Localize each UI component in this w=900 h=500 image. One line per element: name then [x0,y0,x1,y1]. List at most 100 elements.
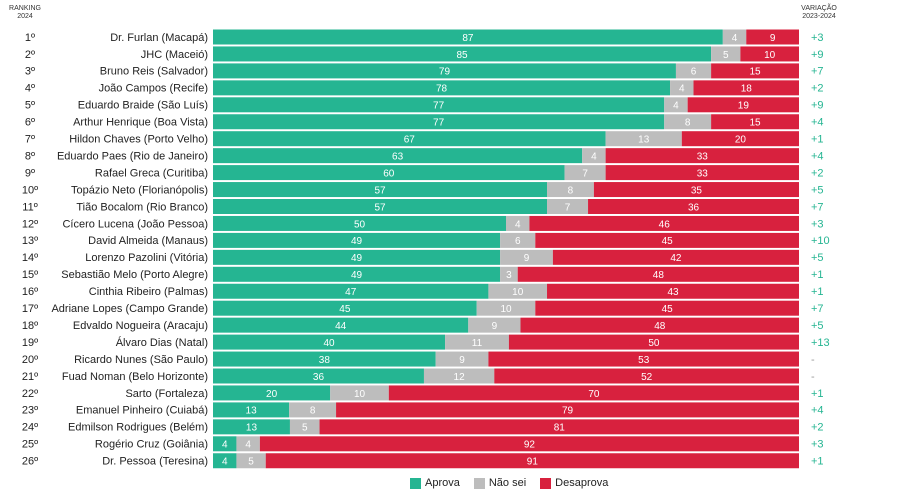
bar-label-aprova: 63 [392,151,404,162]
rank-label: 22º [22,388,38,400]
variation-label: +1 [811,456,824,468]
variation-label: +2 [811,422,824,434]
bar-label-desaprova: 48 [653,270,665,281]
rank-label: 20º [22,354,38,366]
mayor-name-label: Sarto (Fortaleza) [125,388,208,400]
bar-label-aprova: 4 [222,457,228,468]
rank-label: 16º [22,286,38,298]
bar-nao-sei [670,80,694,96]
bar-desaprova [319,419,799,435]
bar-nao-sei [500,249,553,265]
rank-label: 7º [25,134,35,146]
bar-nao-sei [506,215,530,231]
bar-desaprova [529,215,799,231]
variation-label: +7 [811,66,824,78]
chart-row: 20º Ricardo Nunes (São Paulo) 38 9 53 - [22,351,815,367]
bar-label-desaprova: 70 [588,389,600,400]
bar-label-aprova: 45 [339,304,351,315]
rank-label: 6º [25,117,35,129]
bar-label-desaprova: 33 [697,151,709,162]
mayor-name-label: JHC (Maceió) [141,49,208,61]
bar-label-aprova: 49 [351,253,363,264]
bar-aprova [213,385,331,401]
mayor-name-label: David Almeida (Manaus) [88,235,208,247]
mayor-name-label: Cícero Lucena (João Pessoa) [62,218,208,230]
bar-label-desaprova: 36 [688,202,700,213]
rank-label: 13º [22,235,38,247]
variation-label: - [811,354,815,366]
chart-row: 14º Lorenzo Pazolini (Vitória) 49 9 42 +5 [22,249,824,265]
bar-label-aprova: 57 [374,185,386,196]
bar-nao-sei [289,402,337,418]
mayor-name-label: Dr. Pessoa (Teresina) [102,456,208,468]
bar-aprova [213,80,671,96]
bar-desaprova [552,249,799,265]
bar-nao-sei [605,131,682,147]
bar-label-desaprova: 50 [648,338,660,349]
bar-desaprova [508,334,799,350]
variation-label: +3 [811,32,824,44]
legend-label-aprova: Aprova [425,477,460,489]
bar-desaprova [693,80,799,96]
mayor-name-label: Tião Bocalom (Rio Branco) [76,201,208,213]
chart-row: 12º Cícero Lucena (João Pessoa) 50 4 46 +3 [22,215,824,231]
chart-row: 13º David Almeida (Manaus) 49 6 45 +10 [22,232,830,248]
rank-label: 12º [22,218,38,230]
variation-header-line1: VARIAÇÃO [801,5,837,12]
bar-aprova [213,165,565,181]
legend-item-aprova: Aprova [410,477,460,489]
bar-nao-sei [445,334,509,350]
bar-nao-sei [582,148,606,164]
bar-label-nao-sei: 4 [515,219,521,230]
bar-label-aprova: 36 [313,372,325,383]
mayor-name-label: Cinthia Ribeiro (Palmas) [89,286,208,298]
mayor-name-label: Lorenzo Pazolini (Vitória) [85,252,208,264]
bar-label-aprova: 60 [383,168,395,179]
legend-swatch-desaprova [540,477,552,489]
bar-nao-sei [435,351,489,367]
variation-header: VARIAÇÃO 2023-2024 [798,5,840,21]
bar-label-nao-sei: 4 [679,84,685,95]
bar-label-aprova: 44 [335,321,347,332]
bar-label-nao-sei: 12 [454,372,466,383]
bar-label-aprova: 13 [246,406,258,417]
bar-desaprova [494,368,799,384]
variation-label: +5 [811,184,824,196]
bar-label-aprova: 4 [222,440,228,451]
chart-legend: Aprova Não sei Desaprova [410,475,608,491]
mayor-name-label: Sebastião Melo (Porto Alegre) [61,269,208,281]
rank-label: 14º [22,252,38,264]
bar-nao-sei [664,97,688,113]
rank-label: 24º [22,422,38,434]
bar-desaprova [588,199,799,214]
bar-aprova [213,97,665,113]
bar-label-nao-sei: 5 [248,457,254,468]
bar-label-nao-sei: 9 [459,355,465,366]
bar-desaprova [605,165,799,181]
bar-label-nao-sei: 4 [732,33,738,44]
bar-nao-sei [664,114,712,130]
chart-row: 24º Edmilson Rodrigues (Belém) 13 5 81 +2 [22,419,824,435]
variation-label: - [811,371,815,383]
bar-label-nao-sei: 11 [472,338,483,349]
variation-label: +9 [811,100,824,112]
mayor-name-label: Bruno Reis (Salvador) [100,66,208,78]
rank-label: 1º [25,32,35,44]
legend-item-nao-sei: Não sei [473,477,526,489]
mayor-name-label: Edvaldo Nogueira (Aracaju) [73,320,208,332]
bar-label-aprova: 20 [266,389,278,400]
chart-row: 1º Dr. Furlan (Macapá) 87 4 9 +3 [25,29,824,45]
bar-label-desaprova: 91 [527,457,539,468]
variation-label: +10 [811,235,830,247]
variation-label: +5 [811,252,824,264]
chart-row: 6º Arthur Henrique (Boa Vista) 77 8 15 +4 [25,114,824,130]
bar-label-aprova: 77 [433,118,445,129]
bar-label-desaprova: 92 [524,440,536,451]
bar-desaprova [711,114,799,130]
bar-aprova [213,232,501,248]
bar-aprova [213,436,237,452]
chart-row: 11º Tião Bocalom (Rio Branco) 57 7 36 +7 [22,199,824,214]
bar-nao-sei [675,63,712,79]
bar-label-aprova: 87 [462,33,474,44]
bar-aprova [213,249,501,265]
